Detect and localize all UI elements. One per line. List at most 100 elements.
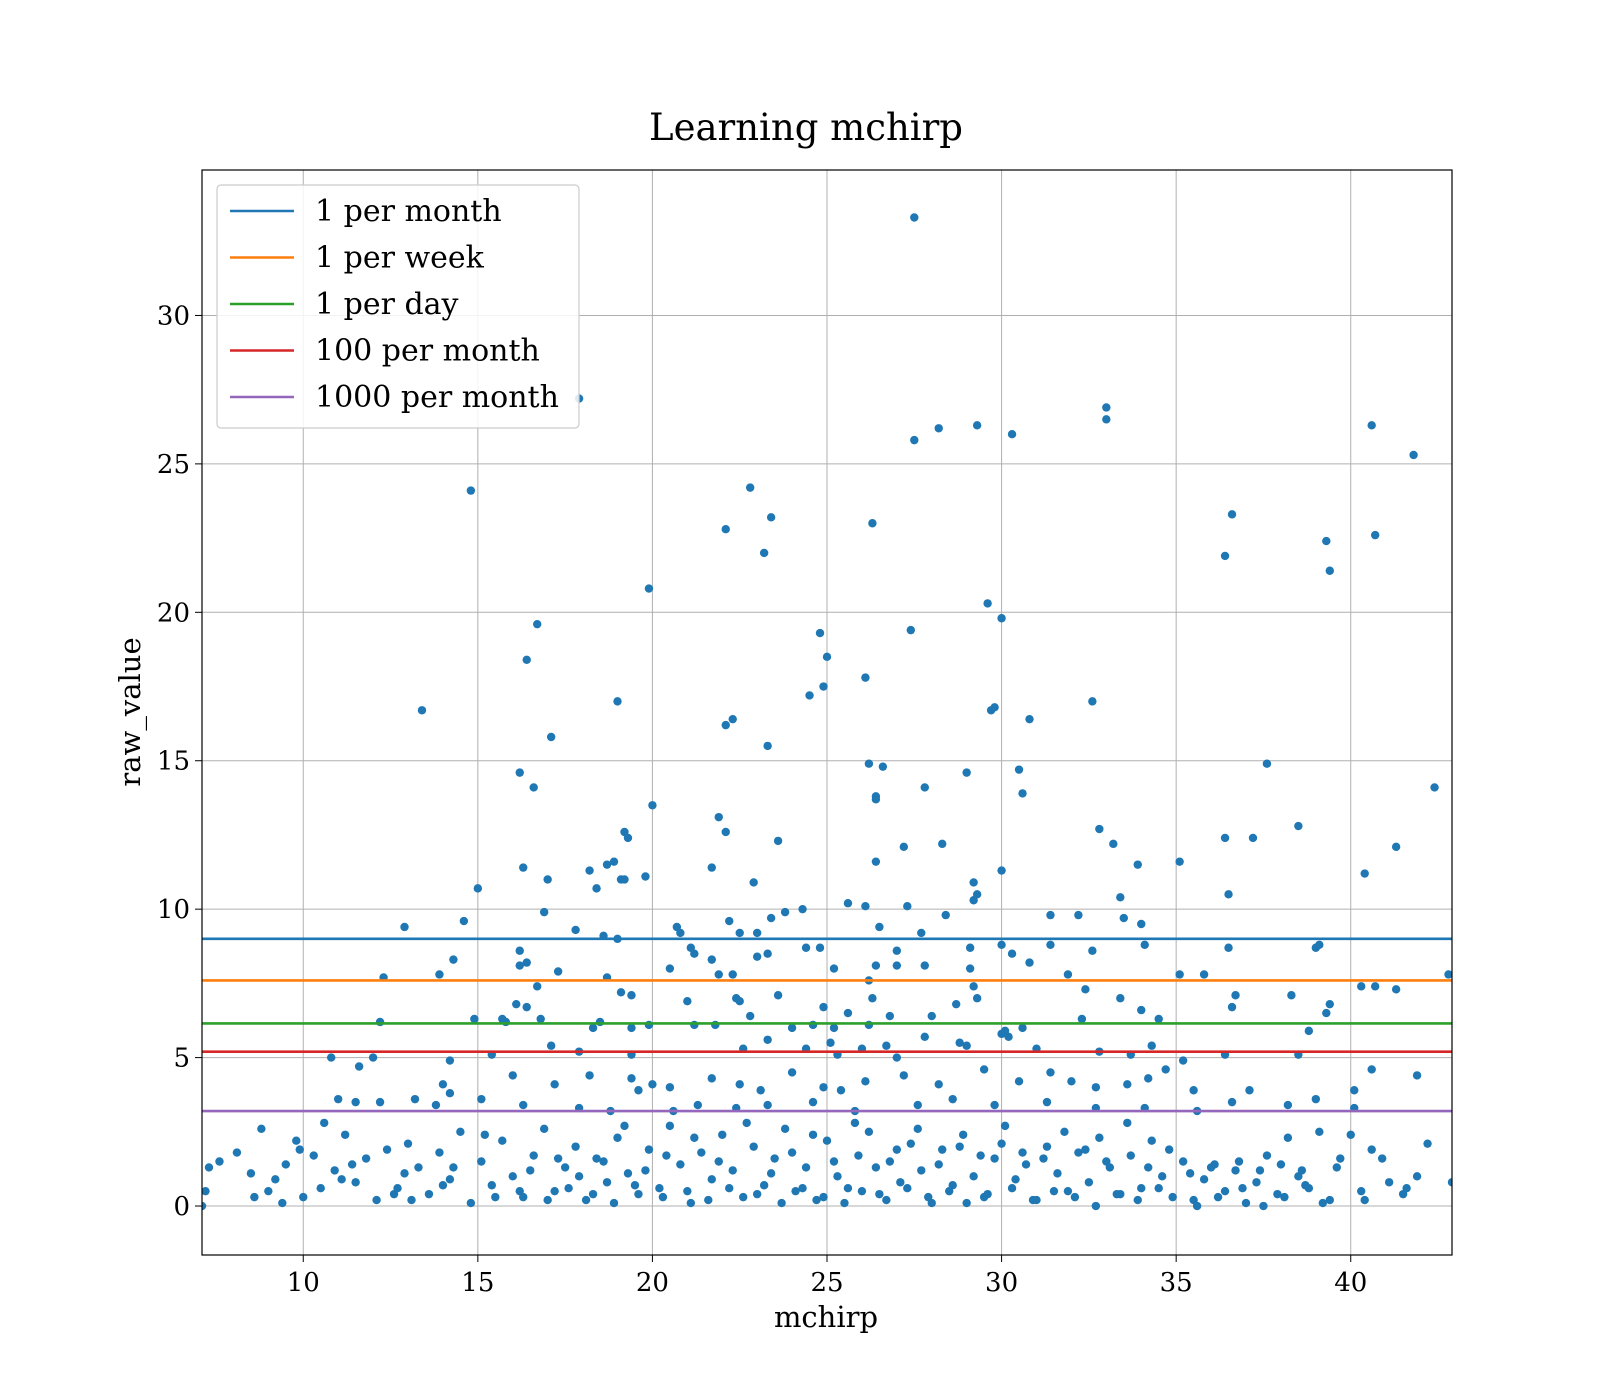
data-point <box>368 1053 378 1062</box>
data-point <box>354 1062 364 1071</box>
data-point <box>1325 999 1334 1009</box>
y-tick-label: 30 <box>157 301 190 331</box>
data-point <box>501 1017 510 1027</box>
data-point <box>515 1186 524 1196</box>
x-tick-label: 10 <box>287 1268 320 1298</box>
data-point <box>714 970 723 979</box>
data-point <box>997 866 1006 875</box>
data-point <box>295 1145 304 1154</box>
data-point <box>766 913 776 923</box>
data-point <box>1095 1133 1104 1142</box>
data-point <box>843 1008 853 1018</box>
data-point <box>539 907 549 917</box>
data-point <box>780 907 790 917</box>
data-point <box>1025 958 1034 967</box>
data-point <box>773 991 783 1000</box>
data-point <box>882 1195 891 1205</box>
data-point <box>808 1130 818 1139</box>
data-point <box>1119 913 1128 923</box>
data-point <box>871 961 881 970</box>
grid <box>202 170 1452 1255</box>
data-point <box>815 943 825 952</box>
data-point <box>278 1198 287 1208</box>
data-point <box>620 875 629 884</box>
data-point <box>1021 1160 1031 1169</box>
data-point <box>1116 893 1125 902</box>
data-point <box>330 1166 339 1175</box>
data-point <box>920 961 929 970</box>
data-point <box>445 1175 455 1184</box>
data-point <box>1447 1178 1452 1187</box>
data-point <box>1199 1175 1209 1184</box>
data-point <box>1137 1184 1146 1193</box>
data-point <box>927 1011 936 1021</box>
data-point <box>676 1160 685 1169</box>
data-point <box>508 1071 517 1080</box>
data-point <box>585 866 594 875</box>
data-point <box>630 1181 640 1190</box>
data-point <box>1370 530 1380 540</box>
axis-ticks: 10 15 20 25 30 35 40 0 5 10 15 20 25 30 <box>157 301 1367 1298</box>
data-point <box>623 833 633 843</box>
data-point <box>938 1145 947 1154</box>
data-point <box>697 1148 706 1157</box>
data-point <box>745 1011 755 1021</box>
data-point <box>822 652 832 662</box>
data-point <box>728 714 737 724</box>
data-point <box>948 1094 957 1104</box>
data-point <box>641 1166 650 1175</box>
threshold-lines <box>202 937 1452 1113</box>
data-point <box>903 1184 912 1193</box>
data-point <box>662 1151 671 1160</box>
data-point <box>1109 839 1118 849</box>
data-point <box>1063 970 1073 979</box>
data-point <box>522 958 531 967</box>
data-point <box>1140 940 1149 949</box>
data-point <box>878 762 888 771</box>
data-point <box>1241 1198 1251 1208</box>
data-point <box>498 1136 507 1145</box>
data-point <box>787 1148 797 1157</box>
data-point <box>934 424 943 433</box>
data-point <box>1088 946 1097 955</box>
data-point <box>1280 1192 1289 1202</box>
data-point <box>1297 1166 1307 1175</box>
data-point <box>1091 1201 1101 1211</box>
data-point <box>382 1145 392 1154</box>
data-point <box>864 1020 874 1030</box>
x-tick-label: 35 <box>1160 1268 1193 1298</box>
data-point <box>1112 1189 1122 1199</box>
data-point <box>1175 970 1184 979</box>
data-point <box>665 1121 675 1131</box>
data-point <box>1007 949 1017 958</box>
data-point <box>417 706 427 715</box>
data-point <box>389 1189 399 1199</box>
data-point <box>1007 1184 1017 1193</box>
data-point <box>449 955 458 964</box>
data-point <box>1367 1065 1376 1074</box>
data-point <box>1014 1077 1024 1086</box>
data-point <box>906 1139 915 1148</box>
data-point <box>756 1086 765 1095</box>
data-point <box>1315 940 1324 949</box>
data-point <box>962 1041 971 1050</box>
data-point <box>714 1157 723 1166</box>
data-point <box>801 943 811 952</box>
data-point <box>1018 1023 1027 1033</box>
data-point <box>735 928 744 938</box>
data-point <box>1102 415 1111 424</box>
data-point <box>1262 759 1272 768</box>
data-point <box>791 1186 800 1196</box>
data-point <box>798 904 807 914</box>
data-point <box>1227 1097 1237 1107</box>
data-point <box>553 967 563 976</box>
data-point <box>742 1118 751 1128</box>
data-point <box>1412 1071 1422 1080</box>
data-point <box>777 1198 786 1208</box>
data-point <box>546 732 556 742</box>
data-point <box>627 1074 636 1083</box>
data-point <box>833 1172 842 1181</box>
data-point <box>1161 1065 1170 1074</box>
data-point <box>550 1080 559 1089</box>
data-point <box>1011 1175 1020 1184</box>
